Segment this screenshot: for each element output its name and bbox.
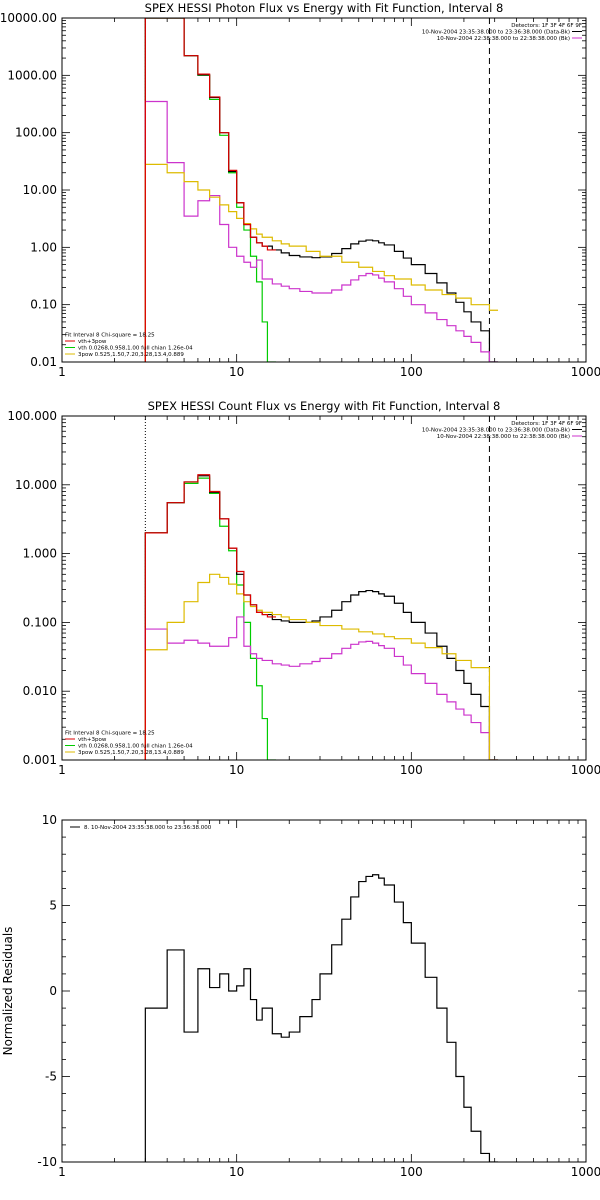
legend-entry: Fit Interval 8 Chi-square = 18.25 bbox=[65, 333, 155, 339]
legend-entry: vth+3pow bbox=[78, 339, 107, 345]
y-tick-label: 0.01 bbox=[30, 355, 57, 369]
legend-entry: Detectors: 1F 3F 4F 6F 9F bbox=[511, 23, 582, 29]
x-tick-label: 1000 bbox=[571, 763, 600, 777]
legend-entry: Detectors: 1F 3F 4F 6F 9F bbox=[511, 421, 582, 427]
x-tick-label: 1000 bbox=[571, 1165, 600, 1179]
x-tick-label: 1 bbox=[58, 365, 66, 379]
x-tick-label: 1000 bbox=[571, 365, 600, 379]
legend-entry: vth 0.0268,0.958,1.00 full chian 1.26e-0… bbox=[78, 744, 193, 750]
y-tick-label: -10 bbox=[37, 1155, 57, 1169]
y-tick-label: 10 bbox=[42, 813, 57, 827]
series-group bbox=[144, 573, 499, 760]
series-line bbox=[144, 475, 499, 760]
series-line bbox=[144, 18, 277, 362]
y-tick-label: 10000.00 bbox=[0, 11, 57, 25]
series-group bbox=[144, 474, 277, 760]
legend-entry: 10-Nov-2004 22:38:38.000 to 22:38:38.000… bbox=[437, 36, 570, 42]
series-group bbox=[144, 475, 499, 760]
series-line bbox=[144, 474, 277, 760]
y-tick-label: 0.010 bbox=[23, 684, 57, 698]
plot-frame bbox=[61, 415, 587, 761]
chart-title: SPEX HESSI Photon Flux vs Energy with Fi… bbox=[145, 1, 504, 15]
series-group bbox=[144, 874, 499, 1162]
chart-title: SPEX HESSI Count Flux vs Energy with Fit… bbox=[148, 399, 501, 413]
legend-entry: vth 0.0268,0.958,1.00 full chian 1.26e-0… bbox=[78, 346, 193, 352]
y-tick-label: 0.100 bbox=[23, 615, 57, 629]
y-tick-label: 1000.00 bbox=[7, 68, 57, 82]
y-tick-label: 1.00 bbox=[30, 240, 57, 254]
x-tick-label: 100 bbox=[400, 1165, 423, 1179]
y-tick-label: 0.001 bbox=[23, 753, 57, 767]
series-group bbox=[144, 18, 277, 362]
series-group bbox=[144, 18, 277, 362]
series-line bbox=[144, 18, 277, 362]
x-tick-label: 100 bbox=[400, 365, 423, 379]
series-line bbox=[144, 616, 499, 760]
legend-entry: 8. 10-Nov-2004 23:35:38.000 to 23:36:38.… bbox=[84, 825, 212, 831]
y-axis-label: Normalized Residuals bbox=[1, 927, 15, 1056]
series-line bbox=[144, 100, 499, 362]
legend-entry: 10-Nov-2004 23:35:38.000 to 23:36:38.000… bbox=[422, 30, 570, 36]
x-tick-label: 100 bbox=[400, 763, 423, 777]
plot-frame bbox=[61, 17, 587, 363]
series-line bbox=[144, 18, 499, 362]
legend-entry: 3pow 0.525,1.50,7.20,3.28,13.4,0.889 bbox=[78, 352, 184, 358]
legend-entry: Fit Interval 8 Chi-square = 18.25 bbox=[65, 731, 155, 737]
series-line bbox=[144, 573, 499, 760]
x-tick-label: 10 bbox=[229, 763, 244, 777]
y-tick-label: 100.00 bbox=[15, 126, 57, 140]
y-tick-label: 0.10 bbox=[30, 298, 57, 312]
legend-entry: 3pow 0.525,1.50,7.20,3.28,13.4,0.889 bbox=[78, 750, 184, 756]
y-tick-label: 10.000 bbox=[15, 478, 57, 492]
y-tick-label: 5 bbox=[49, 899, 57, 913]
x-tick-label: 1 bbox=[58, 763, 66, 777]
x-tick-label: 1 bbox=[58, 1165, 66, 1179]
series-line bbox=[144, 874, 499, 1162]
series-line bbox=[144, 163, 499, 362]
y-tick-label: 0 bbox=[49, 984, 57, 998]
y-tick-label: 100.000 bbox=[7, 409, 57, 423]
y-tick-label: -5 bbox=[45, 1070, 57, 1084]
y-tick-label: 1.000 bbox=[23, 547, 57, 561]
series-group bbox=[144, 100, 499, 362]
series-group bbox=[144, 163, 499, 362]
plot-frame bbox=[61, 819, 587, 1163]
x-tick-label: 10 bbox=[229, 1165, 244, 1179]
series-line bbox=[144, 477, 277, 760]
x-tick-label: 10 bbox=[229, 365, 244, 379]
legend-entry: 10-Nov-2004 22:38:38.000 to 22:38:38.000… bbox=[437, 434, 570, 440]
series-group bbox=[144, 477, 277, 760]
series-group bbox=[144, 18, 499, 362]
legend-entry: 10-Nov-2004 23:35:38.000 to 23:36:38.000… bbox=[422, 428, 570, 434]
legend-entry: vth+3pow bbox=[78, 737, 107, 743]
y-tick-label: 10.00 bbox=[23, 183, 57, 197]
series-group bbox=[144, 616, 499, 760]
